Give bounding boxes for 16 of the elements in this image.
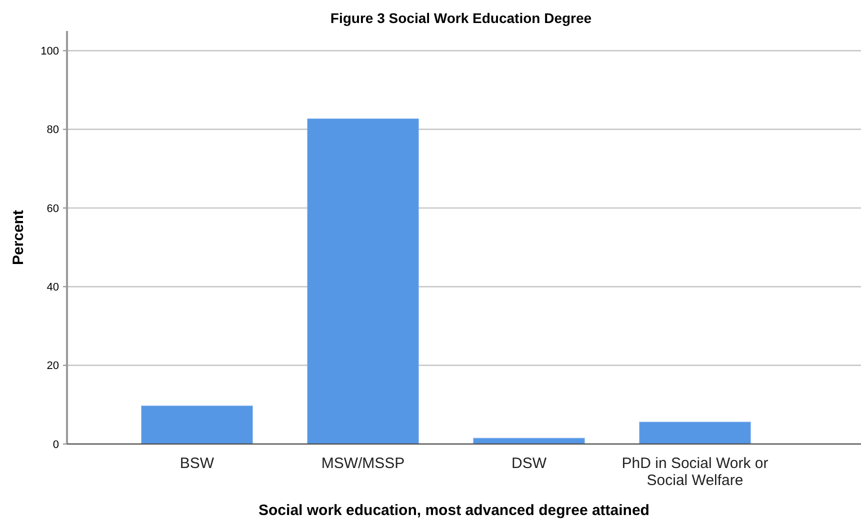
x-tick-label: PhD in Social Work or Social Welfare [622, 455, 768, 489]
y-tick-label: 100 [40, 46, 59, 58]
x-tick-label: MSW/MSSP [321, 455, 405, 472]
y-tick-label: 20 [46, 360, 59, 372]
x-tick-label: DSW [512, 455, 548, 472]
x-axis-title: Social work education, most advanced degree attained [258, 502, 650, 519]
bar [639, 422, 751, 444]
x-tick-label: BSW [180, 455, 215, 472]
y-tick-label: 60 [46, 202, 59, 215]
bar [141, 406, 253, 444]
bar [307, 118, 419, 444]
chart-title: Figure 3 Social Work Education Degree [330, 10, 592, 26]
y-tick-label: 40 [46, 282, 59, 294]
y-axis-title: Percent [10, 210, 27, 266]
y-tick-label: 0 [52, 438, 59, 451]
y-tick-label: 80 [46, 124, 59, 136]
